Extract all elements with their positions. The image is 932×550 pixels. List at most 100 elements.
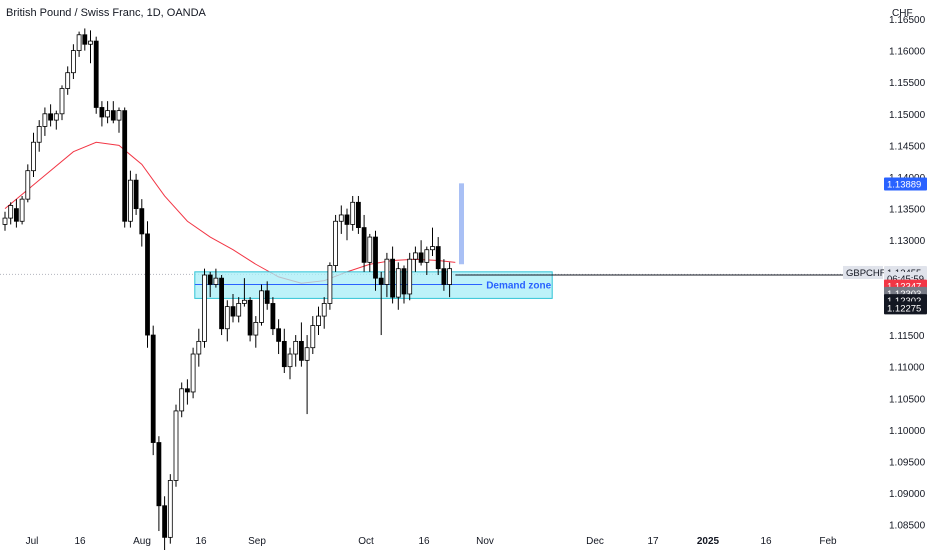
candle-body (338, 214, 344, 222)
candle-body (304, 347, 310, 361)
candle-body (145, 233, 150, 336)
y-tick-label: 1.13000 (889, 236, 926, 247)
currency-label: CHF (892, 8, 913, 19)
x-tick-label: Oct (358, 536, 374, 547)
candle-body (184, 388, 190, 393)
symbol-tag-text: GBPCHF (846, 268, 886, 279)
candle-body (390, 258, 396, 298)
candle-body (207, 274, 213, 285)
candle-body (361, 227, 367, 263)
candle-body (202, 274, 207, 342)
candle-body (344, 214, 350, 225)
candle-body (213, 277, 219, 285)
candle-body (412, 252, 418, 260)
candle-body (378, 277, 384, 285)
x-tick-label: Dec (586, 536, 604, 547)
candle-body (424, 249, 430, 263)
price-tag (884, 301, 927, 315)
candle-body (59, 88, 65, 115)
projection-bar (459, 183, 464, 265)
x-tick-label: 16 (195, 536, 207, 547)
candle-body (105, 110, 110, 118)
y-tick-label: 1.10000 (889, 426, 926, 437)
candle-body (116, 110, 122, 121)
candle-body (355, 201, 361, 228)
candle-body (350, 201, 356, 225)
x-tick-label: 16 (418, 536, 430, 547)
y-tick-label: 1.15500 (889, 78, 926, 89)
candle-body (173, 410, 179, 481)
candle-body (430, 246, 435, 251)
candle-body (36, 126, 42, 143)
demand-zone-label: Demand zone (486, 280, 551, 291)
candle-body (253, 322, 259, 336)
candle-body (99, 107, 105, 118)
candle-body (321, 303, 327, 317)
candle-body (327, 265, 333, 304)
candle-body (179, 388, 185, 412)
candle-body (230, 306, 236, 317)
y-tick-label: 1.15000 (889, 110, 926, 121)
candle-body (384, 258, 390, 285)
candle-body (236, 303, 242, 317)
price-tag-text: 1.13889 (887, 180, 921, 191)
time-axis[interactable]: Jul 16 Aug 16 Sep Oct 16 Nov Dec 17 2025 16 Feb (26, 536, 837, 547)
candle-body (276, 328, 282, 342)
candle-body (122, 110, 128, 222)
candle-body (190, 353, 196, 393)
candle-body (447, 268, 453, 285)
candle-body (162, 505, 168, 538)
candle-body (76, 34, 82, 51)
candle-body (298, 340, 304, 361)
candle-body (395, 268, 401, 298)
candle-body (310, 325, 316, 349)
candle-body (418, 252, 424, 263)
candle-body (259, 290, 264, 323)
candle-body (19, 198, 25, 222)
y-tick-label: 1.14500 (889, 141, 926, 152)
candle-body (25, 170, 31, 200)
candle-body (281, 340, 287, 368)
candle-body (196, 340, 202, 355)
x-tick-label: Nov (476, 536, 494, 547)
y-tick-label: 1.09000 (889, 489, 926, 500)
y-tick-label: 1.16500 (889, 15, 926, 26)
candle-body (224, 306, 230, 330)
candle-body (88, 40, 93, 45)
x-tick-label: Feb (819, 536, 837, 547)
candle-body (373, 236, 378, 279)
candle-body (167, 480, 173, 538)
candle-body (13, 208, 19, 222)
y-tick-label: 1.13500 (889, 205, 926, 216)
candles-layer (2, 28, 453, 550)
candle-body (367, 236, 373, 263)
candle-body (241, 299, 247, 304)
candle-body (65, 72, 71, 89)
x-tick-label: Jul (26, 536, 39, 547)
candle-body (133, 179, 139, 210)
candle-body (2, 217, 8, 225)
x-tick-label: Aug (133, 536, 151, 547)
candle-body (42, 113, 48, 127)
x-tick-label: 17 (647, 536, 659, 547)
candle-body (407, 258, 413, 295)
x-tick-label: Sep (248, 536, 266, 547)
candle-body (435, 246, 441, 270)
candle-body (110, 110, 116, 121)
candle-body (441, 268, 447, 285)
candle-body (48, 113, 53, 121)
y-tick-label: 1.10500 (889, 394, 926, 405)
chart-title: British Pound / Swiss Franc, 1D, OANDA (6, 7, 206, 19)
price-tag-text: 1.12275 (887, 303, 921, 314)
candle-body (31, 141, 36, 172)
x-tick-label: 16 (74, 536, 86, 547)
candle-body (316, 315, 321, 326)
candle-body (270, 303, 276, 330)
demand-zone-layer[interactable]: Demand zone (194, 183, 878, 299)
y-tick-label: 1.09500 (889, 457, 926, 468)
candle-body (333, 220, 339, 266)
candle-body (156, 442, 162, 507)
candle-body (287, 353, 293, 368)
candle-body (150, 334, 156, 443)
